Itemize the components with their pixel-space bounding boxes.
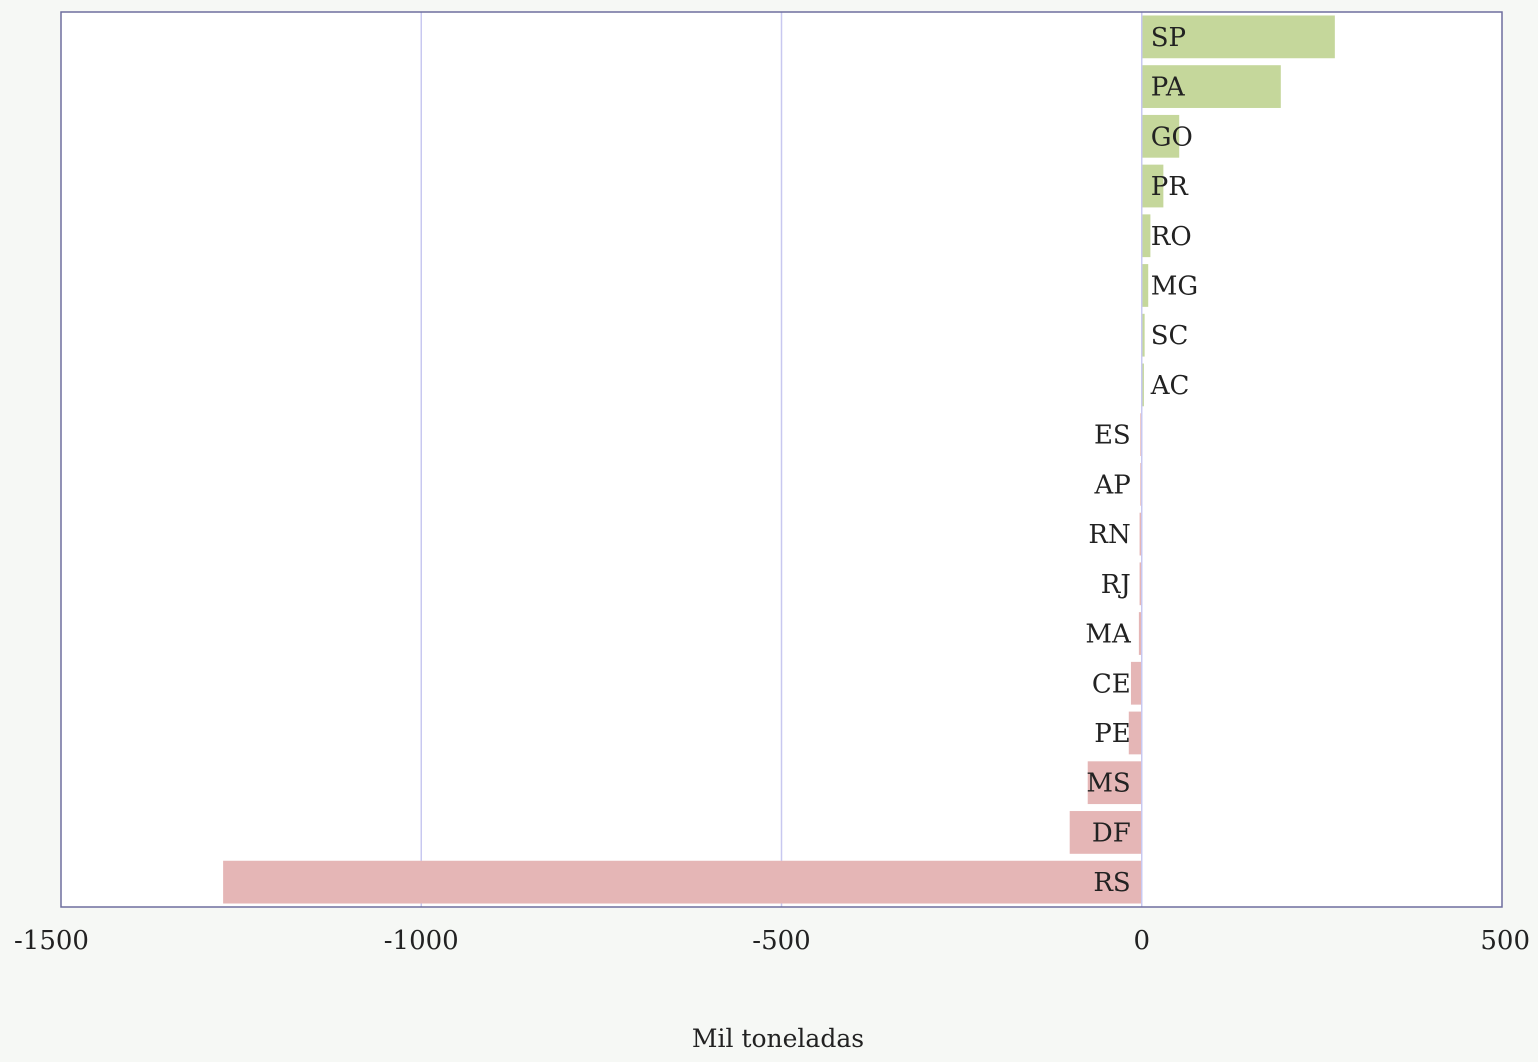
bar-mg [1141,264,1149,307]
x-tick-label: 0 [1133,926,1150,956]
bar-label-ac: AC [1150,371,1190,401]
bar-label-ap: AP [1093,470,1130,500]
bar-ma [1138,612,1142,655]
bar-label-ce: CE [1092,669,1131,699]
bar-df [1069,811,1142,854]
bar-label-rj: RJ [1101,570,1131,600]
bar-labels: SP PA GO PR RO MG SC AC ES AP RN RJ MA CE PE MS DF RS [1085,23,1198,898]
bar-label-ms: MS [1086,769,1130,799]
bar-pa [1141,65,1281,108]
bar-rj [1139,562,1142,606]
x-axis-ticks: -1500 -1000 -500 0 500 [14,926,1530,956]
bar-rs [223,860,1142,904]
bar-label-pe: PE [1094,719,1130,749]
x-tick-label: -1500 [14,926,89,956]
bar-ac [1141,363,1144,407]
bar-label-pa: PA [1151,73,1186,103]
bar-ro [1141,214,1151,258]
bar-label-ro: RO [1151,222,1192,252]
bar-go [1141,114,1180,158]
bar-pe [1128,711,1142,755]
x-tick-label: -500 [752,926,810,956]
x-tick-label: 500 [1480,926,1530,956]
x-axis-label: Mil toneladas [692,1024,864,1053]
bar-label-rs: RS [1093,868,1130,898]
bar-sp [1141,15,1335,59]
bar-sc [1141,313,1145,357]
bar-label-ma: MA [1085,620,1132,650]
bar-label-df: DF [1092,818,1131,848]
bar-label-go: GO [1151,122,1193,152]
bar-label-mg: MG [1151,271,1198,301]
bar-label-rn: RN [1088,520,1130,550]
bars [223,15,1335,904]
bar-label-sp: SP [1151,23,1186,53]
bar-ce [1130,661,1142,705]
bar-label-pr: PR [1151,172,1189,202]
bar-label-es: ES [1094,421,1131,451]
bar-rn [1139,512,1142,556]
x-tick-label: -1000 [384,926,459,956]
bar-label-sc: SC [1151,321,1189,351]
plot-frame [60,11,1503,908]
bar-pr [1141,164,1164,208]
bar-ms [1087,761,1142,805]
